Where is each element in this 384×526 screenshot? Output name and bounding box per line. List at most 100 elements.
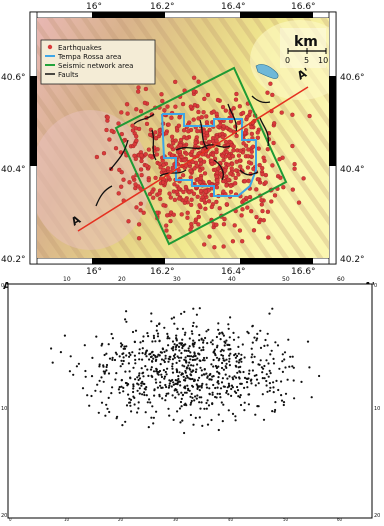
hypocenter-dot bbox=[205, 386, 209, 389]
hypocenter-dot bbox=[121, 343, 124, 346]
hypocenter-dot bbox=[247, 393, 250, 396]
hypocenter-dot bbox=[212, 365, 215, 368]
hypocenter-dot bbox=[192, 423, 195, 426]
epicenter-dot bbox=[206, 154, 211, 159]
hypocenter-dot bbox=[144, 351, 147, 354]
hypocenter-dot bbox=[166, 337, 169, 340]
lon-ticks-top: 16° 16.2° 16.4° 16.6° bbox=[86, 2, 316, 12]
epicenter-dot bbox=[185, 210, 190, 215]
hypocenter-dot bbox=[225, 389, 228, 393]
epicenter-dot bbox=[196, 79, 201, 84]
hypocenter-dot bbox=[276, 344, 280, 347]
hypocenter-dot bbox=[184, 377, 187, 380]
epicenter-dot bbox=[132, 142, 137, 147]
hypocenter-dot bbox=[188, 345, 191, 348]
hypocenter-dot bbox=[152, 334, 155, 337]
epicenter-dot bbox=[266, 235, 271, 240]
epicenter-dot bbox=[136, 222, 142, 227]
hypocenter-dot bbox=[163, 377, 166, 380]
epicenter-dot bbox=[214, 185, 220, 190]
lat-ticks-left: 40.6° 40.4° 40.2° bbox=[1, 73, 26, 265]
epicenter-dot bbox=[238, 164, 243, 169]
hypocenter-dot bbox=[214, 386, 217, 390]
section-y-left-10: 10 bbox=[1, 406, 7, 412]
epicenter-dot bbox=[188, 168, 193, 173]
epicenter-dot bbox=[207, 127, 212, 133]
hypocenter-dot bbox=[183, 310, 186, 313]
hypocenter-dot bbox=[232, 338, 236, 341]
hypocenter-dot bbox=[190, 355, 193, 358]
section-bottom-tick-40: 40 bbox=[228, 517, 234, 522]
epicenter-dot bbox=[136, 236, 142, 241]
hypocenter-dot bbox=[134, 329, 138, 332]
epicenter-dot bbox=[198, 157, 203, 162]
epicenter-dot bbox=[158, 196, 163, 202]
epicenter-dot bbox=[240, 239, 245, 244]
hypocenter-dot bbox=[237, 345, 240, 348]
hypocenter-dot bbox=[171, 362, 174, 365]
epicenter-dot bbox=[191, 191, 197, 196]
epicenter-dot bbox=[167, 191, 172, 196]
hypocenter-dot bbox=[229, 316, 232, 319]
hypocenter-dot bbox=[189, 395, 192, 398]
hypocenter-dot bbox=[211, 391, 214, 394]
hypocenter-dot bbox=[263, 364, 266, 368]
legend-faults: Faults bbox=[58, 71, 79, 79]
hypocenter-dot bbox=[222, 334, 225, 337]
hypocenter-dot bbox=[267, 375, 270, 378]
hypocenter-dot bbox=[263, 344, 266, 347]
hypocenter-dot bbox=[269, 386, 272, 389]
epicenter-dot bbox=[254, 214, 259, 220]
hypocenter-dot bbox=[196, 394, 199, 397]
hypocenter-dot bbox=[156, 335, 160, 338]
hypocenter-dot bbox=[198, 401, 201, 404]
hypocenter-dot bbox=[134, 362, 137, 365]
hypocenter-dot bbox=[159, 363, 162, 366]
hypocenter-dot bbox=[128, 397, 131, 400]
epicenter-dot bbox=[131, 175, 136, 180]
section-x-tick-20: 20 bbox=[118, 276, 126, 283]
hypocenter-dot bbox=[145, 386, 148, 389]
epicenter-dot bbox=[222, 216, 227, 222]
hypocenter-dot bbox=[221, 331, 224, 334]
hypocenter-dot bbox=[191, 332, 194, 335]
hypocenter-dot bbox=[69, 355, 72, 358]
epicenter-dot bbox=[234, 133, 239, 139]
hypocenter-dot bbox=[104, 414, 107, 417]
hypocenter-dot bbox=[149, 368, 153, 371]
epicenter-dot bbox=[176, 123, 182, 128]
epicenter-dot bbox=[109, 128, 114, 134]
epicenter-dot bbox=[226, 162, 231, 167]
hypocenter-dot bbox=[266, 390, 269, 393]
hypocenter-dot bbox=[269, 353, 272, 356]
hypocenter-dot bbox=[200, 401, 203, 404]
epicenter-dot bbox=[259, 202, 264, 207]
hypocenter-dot bbox=[190, 370, 194, 373]
hypocenter-dot bbox=[203, 368, 206, 371]
hypocenter-dot bbox=[184, 343, 187, 346]
hypocenter-dot bbox=[63, 334, 66, 337]
hypocenter-dot bbox=[240, 360, 243, 363]
epicenter-dot bbox=[246, 160, 252, 165]
epicenter-dot bbox=[231, 148, 236, 153]
hypocenter-dot bbox=[206, 376, 209, 379]
hypocenter-dot bbox=[190, 364, 193, 367]
hypocenter-dot bbox=[77, 362, 80, 365]
hypocenter-dot bbox=[198, 346, 201, 349]
section-right-ticks: 0 10 20 bbox=[374, 283, 380, 519]
hypocenter-dot bbox=[195, 313, 198, 316]
hypocenter-dot bbox=[288, 365, 291, 368]
hypocenter-dot bbox=[125, 345, 128, 348]
hypocenter-dot bbox=[142, 382, 145, 385]
hypocenter-dot bbox=[191, 385, 195, 388]
hypocenter-dot bbox=[184, 356, 187, 359]
hypocenter-dot bbox=[221, 377, 224, 380]
hypocenter-dot bbox=[175, 368, 178, 371]
hypocenter-dot bbox=[205, 372, 208, 375]
epicenter-dot bbox=[271, 140, 276, 146]
hypocenter-dot bbox=[72, 373, 75, 376]
lon-tick-top-16.2: 16.2° bbox=[150, 2, 175, 12]
hypocenter-dot bbox=[129, 404, 132, 407]
legend-tempa-rossa: Tempa Rossa area bbox=[57, 53, 121, 61]
hypocenter-dot bbox=[192, 307, 195, 310]
